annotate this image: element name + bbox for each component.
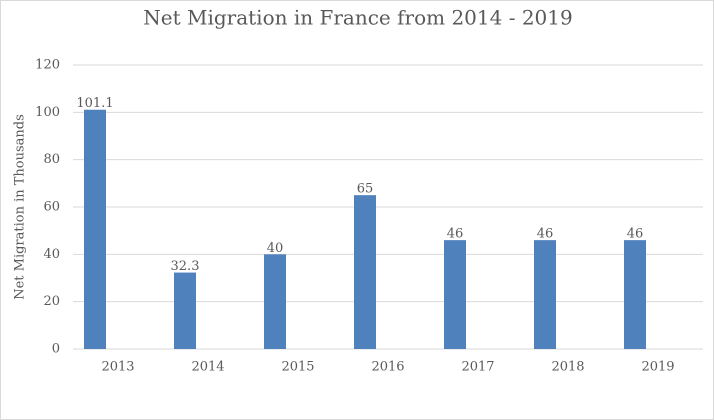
- y-tick-label: 20: [43, 294, 60, 309]
- bar: [534, 240, 556, 349]
- y-tick-label: 0: [52, 342, 60, 357]
- chart-title: Net Migration in France from 2014 - 2019: [143, 6, 572, 30]
- x-tick-label: 2015: [281, 360, 314, 375]
- y-tick-label: 120: [35, 58, 60, 73]
- y-tick-label: 60: [43, 200, 60, 215]
- bar: [444, 240, 466, 349]
- x-tick-label: 2019: [641, 360, 674, 375]
- y-tick-label: 80: [43, 152, 60, 167]
- x-tick-label: 2017: [461, 360, 494, 375]
- bar: [264, 254, 286, 349]
- data-label: 32.3: [171, 259, 200, 274]
- data-label: 40: [267, 241, 284, 256]
- data-label: 65: [357, 182, 374, 197]
- bar: [84, 109, 106, 349]
- bar: [174, 272, 196, 349]
- data-label: 46: [627, 227, 644, 242]
- data-label: 101.1: [76, 96, 113, 111]
- bar: [624, 240, 646, 349]
- x-tick-label: 2018: [551, 360, 584, 375]
- y-tick-label: 40: [43, 247, 60, 262]
- x-tick-label: 2013: [101, 360, 134, 375]
- x-tick-label: 2016: [371, 360, 404, 375]
- x-tick-label: 2014: [191, 360, 224, 375]
- y-tick-label: 100: [35, 105, 60, 120]
- bar: [354, 195, 376, 349]
- data-label: 46: [537, 227, 554, 242]
- y-axis-label: Net Migration in Thousands: [13, 114, 28, 300]
- data-label: 46: [447, 227, 464, 242]
